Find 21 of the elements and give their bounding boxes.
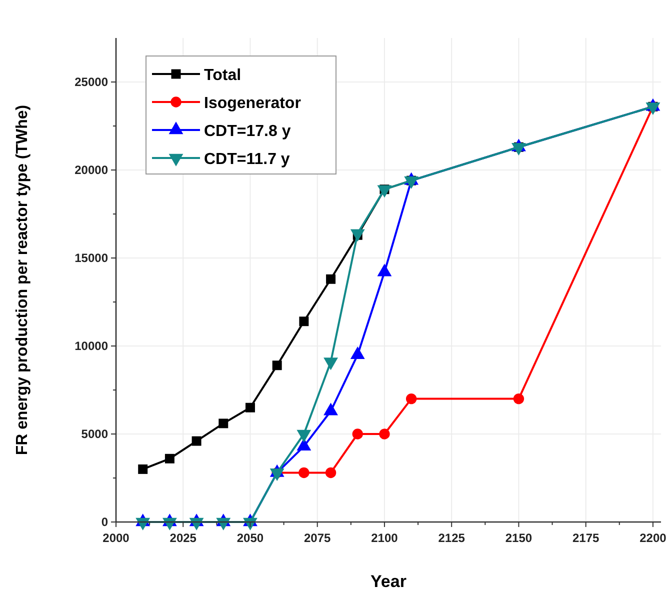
y-tick-label: 20000 — [74, 163, 108, 177]
y-tick-label: 15000 — [74, 251, 108, 265]
x-tick-label: 2075 — [304, 531, 332, 545]
legend-label: CDT=17.8 y — [204, 123, 291, 140]
x-tick-label: 2100 — [371, 531, 398, 545]
x-tick-label: 2150 — [505, 531, 532, 545]
x-axis-title: Year — [370, 572, 407, 591]
x-tick-label: 2200 — [640, 531, 667, 545]
y-axis-title: FR energy production per reactor type (TWhe) — [14, 104, 31, 456]
x-tick-label: 2000 — [102, 531, 130, 545]
legend-label: CDT=11.7 y — [204, 151, 290, 168]
x-tick-label: 2175 — [572, 531, 600, 545]
y-tick-label: 0 — [101, 515, 108, 529]
legend-label: Isogenerator — [204, 95, 301, 112]
legend-label: Total — [204, 67, 242, 84]
y-tick-label: 5000 — [81, 427, 108, 441]
x-tick-label: 2025 — [170, 531, 197, 545]
x-tick-label: 2050 — [236, 531, 264, 545]
y-tick-label: 10000 — [74, 339, 108, 353]
y-tick-label: 25000 — [74, 75, 108, 89]
x-tick-label: 2125 — [438, 531, 466, 545]
